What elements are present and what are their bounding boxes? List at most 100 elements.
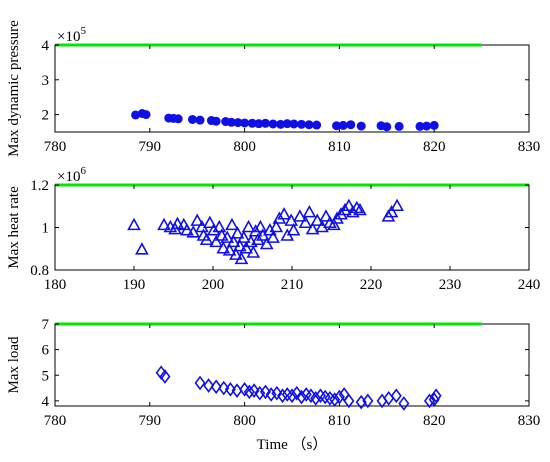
x-tick-label: 830 xyxy=(518,139,541,155)
data-point xyxy=(268,119,278,129)
data-point xyxy=(226,234,241,248)
data-point xyxy=(241,219,256,233)
data-point xyxy=(382,122,392,132)
data-point xyxy=(329,392,341,407)
data-point xyxy=(286,223,301,236)
dynamic-pressure-panel: 780 790 800 810 820 830 2 3 4 ×105 Max dynamic pre… xyxy=(6,20,540,157)
data-point xyxy=(265,387,277,402)
plot-frame xyxy=(54,44,530,133)
x-tick-label: 790 xyxy=(139,139,162,155)
data-point xyxy=(220,230,235,243)
data-point xyxy=(211,116,221,126)
data-point xyxy=(236,230,251,243)
data-point xyxy=(343,393,355,409)
data-point xyxy=(159,369,171,384)
data-point xyxy=(260,118,270,128)
data-point xyxy=(263,223,277,236)
data-point xyxy=(390,388,402,404)
data-point xyxy=(327,217,341,231)
data-point xyxy=(206,223,221,236)
x-tick-label: 230 xyxy=(439,277,462,293)
data-point xyxy=(240,118,250,128)
data-point xyxy=(157,217,171,231)
y-tick-label: 6 xyxy=(42,343,50,359)
y-axis-label: Max heat rate xyxy=(6,186,22,269)
data-point xyxy=(349,200,364,214)
data-point xyxy=(310,390,322,406)
data-point xyxy=(135,242,149,255)
y-tick-label: 3 xyxy=(42,73,50,89)
load-panel: 780 790 800 810 820 830 4 5 6 7 Max load Time （s） xyxy=(6,317,540,453)
data-point xyxy=(304,120,314,130)
data-point xyxy=(298,215,313,229)
data-point xyxy=(333,389,345,405)
data-point xyxy=(224,382,236,397)
data-point xyxy=(127,217,141,231)
data-point xyxy=(234,251,249,265)
x-tick-label: 830 xyxy=(518,413,541,429)
data-point xyxy=(253,219,268,233)
data-point xyxy=(430,388,442,404)
data-point xyxy=(422,121,432,131)
data-point xyxy=(259,384,271,400)
data-point xyxy=(190,213,205,226)
data-point xyxy=(195,115,205,125)
data-point xyxy=(214,228,229,241)
data-point xyxy=(230,226,245,239)
data-point xyxy=(225,217,239,231)
x-tick-label: 820 xyxy=(423,139,446,155)
x-tick-label: 780 xyxy=(44,139,67,155)
data-point xyxy=(342,198,356,212)
x-tick-label: 790 xyxy=(139,413,162,429)
data-point xyxy=(312,120,322,130)
x-tick-label: 180 xyxy=(44,277,67,293)
data-point xyxy=(286,388,298,404)
data-point xyxy=(254,385,266,401)
data-point xyxy=(394,121,404,131)
x-tick-label: 240 xyxy=(518,277,541,293)
data-point xyxy=(180,223,194,236)
data-point xyxy=(296,119,306,129)
data-point xyxy=(212,219,227,233)
data-point xyxy=(203,378,215,393)
data-point xyxy=(302,204,317,218)
data-point xyxy=(305,221,320,235)
data-point xyxy=(173,114,183,124)
data-point xyxy=(338,120,348,130)
x-tick-label: 810 xyxy=(328,139,351,155)
y-axis-label: Max dynamic pressure xyxy=(6,20,22,157)
x-tick-label: 810 xyxy=(328,413,351,429)
data-point xyxy=(218,380,230,396)
data-point xyxy=(398,396,410,411)
y-axis-label: Max load xyxy=(6,336,22,394)
data-point xyxy=(356,121,366,131)
data-point xyxy=(289,119,299,129)
x-tick-label: 220 xyxy=(360,277,383,293)
data-point xyxy=(277,388,289,404)
data-point xyxy=(271,385,283,401)
data-point xyxy=(423,393,435,409)
y-tick-label: 7 xyxy=(42,317,50,333)
data-point xyxy=(266,230,280,243)
y-exponent-label: ×106 xyxy=(57,165,86,185)
data-point xyxy=(202,215,217,229)
data-point xyxy=(222,243,237,256)
data-point xyxy=(269,219,284,233)
data-point xyxy=(229,247,243,260)
x-axis-label: Time （s） xyxy=(257,436,328,453)
data-point xyxy=(248,383,260,398)
data-point xyxy=(246,245,261,258)
data-point xyxy=(362,393,374,409)
data-point xyxy=(353,202,367,216)
x-tick-label: 210 xyxy=(281,277,304,293)
data-point xyxy=(233,238,247,252)
data-point xyxy=(141,110,151,120)
x-tick-label: 800 xyxy=(233,139,256,155)
data-point xyxy=(291,385,303,401)
data-point xyxy=(187,114,197,124)
data-point xyxy=(429,120,439,130)
data-point xyxy=(346,120,356,130)
data-point xyxy=(293,209,307,222)
data-point xyxy=(170,216,185,230)
